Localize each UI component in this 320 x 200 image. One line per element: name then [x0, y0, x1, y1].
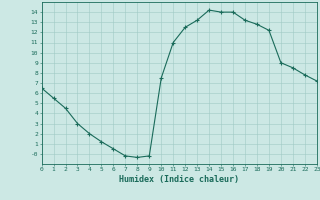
X-axis label: Humidex (Indice chaleur): Humidex (Indice chaleur): [119, 175, 239, 184]
